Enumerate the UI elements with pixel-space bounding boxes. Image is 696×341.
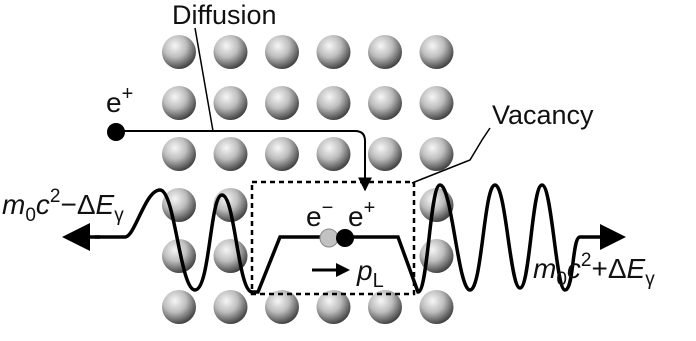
momentum-subscript: L (373, 270, 384, 292)
right-energy-gamma: γ (645, 269, 655, 290)
lattice-atom (368, 86, 402, 120)
lattice-atom (162, 86, 196, 120)
lattice-atom (316, 35, 351, 69)
right-energy-sup2: 2 (581, 250, 592, 271)
lattice-atom (368, 35, 402, 69)
lattice-atom (213, 86, 248, 120)
lattice-atom (162, 290, 196, 324)
right-energy-plus: +Δ (591, 253, 626, 284)
left-energy-E: E (96, 189, 115, 220)
lattice-atom (162, 188, 196, 222)
lattice-atom (265, 86, 299, 120)
vacancy-leader (411, 127, 491, 184)
pair-positron-particle (336, 229, 354, 247)
lattice-atom (213, 35, 248, 69)
diffusion-leader (194, 27, 214, 132)
lattice-atom (316, 86, 351, 120)
left-energy-sup2: 2 (50, 186, 61, 207)
lattice-atom (368, 137, 402, 171)
lattice-atom (316, 290, 351, 324)
incoming-positron-label: e+ (106, 83, 133, 118)
left-energy-gamma: γ (114, 205, 124, 226)
vacancy-box (250, 180, 416, 296)
pair-positron-symbol: e (348, 201, 364, 232)
momentum-label: pL (356, 255, 384, 292)
lattice-atom (213, 137, 248, 171)
left-energy-minus: −Δ (60, 189, 95, 220)
diffusion-path (118, 130, 372, 192)
electron-particle (319, 228, 339, 248)
right-energy-E: E (627, 253, 646, 284)
right-energy-c: c (567, 253, 581, 284)
lattice-atom (162, 239, 196, 273)
vacancy-label: Vacancy (492, 100, 594, 130)
electron-charge: − (322, 197, 334, 219)
right-energy-label: m0c2+ΔEγ (533, 250, 655, 290)
right-energy-sub0: 0 (556, 269, 567, 290)
momentum-arrowhead (336, 263, 350, 277)
left-energy-m: m (2, 189, 25, 220)
left-energy-label: m0c2−ΔEγ (2, 186, 124, 226)
momentum-symbol: p (356, 255, 373, 286)
lattice-atom (419, 86, 454, 120)
right-energy-m: m (533, 253, 556, 284)
lattice-atom (419, 290, 454, 324)
incoming-positron-symbol: e (106, 87, 122, 118)
left-energy-sub0: 0 (25, 205, 36, 226)
lattice-atom (368, 290, 402, 324)
lattice-atom (265, 137, 299, 171)
pair-positron-charge: + (364, 197, 376, 219)
left-energy-c: c (36, 189, 50, 220)
lattice-atom (265, 290, 299, 324)
left-gamma-arrowhead (62, 223, 90, 251)
right-gamma-arrowhead (600, 224, 626, 250)
lattice-atom (213, 290, 248, 324)
electron-label: e− (306, 197, 333, 232)
lattice-atom (162, 35, 196, 69)
incoming-positron-charge: + (122, 83, 134, 105)
diffusion-label: Diffusion (172, 0, 277, 30)
crystal-lattice (162, 35, 454, 324)
pair-positron-label: e+ (348, 197, 375, 232)
incoming-positron (107, 123, 125, 141)
lattice-atom (265, 35, 299, 69)
lattice-atom (162, 137, 196, 171)
electron-symbol: e (306, 201, 322, 232)
lattice-atom (419, 35, 454, 69)
lattice-atom (419, 137, 454, 171)
lattice-atom (316, 137, 351, 171)
gamma-wave (95, 183, 612, 294)
